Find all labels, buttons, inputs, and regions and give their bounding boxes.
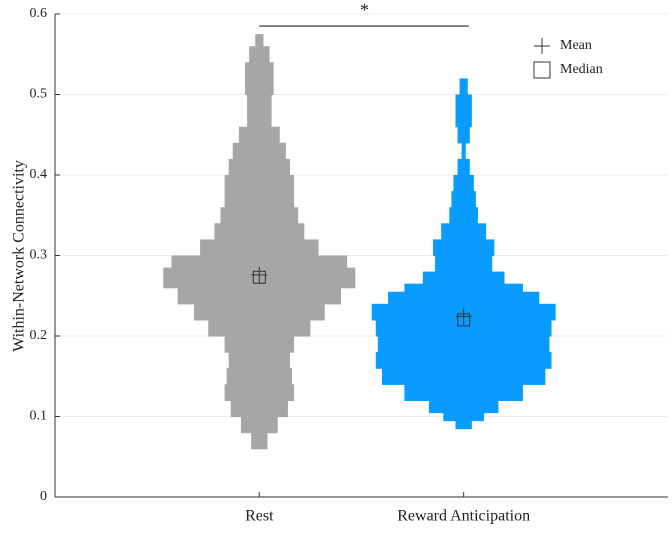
y-tick-label: 0.5	[30, 87, 48, 102]
violin-slice	[251, 432, 268, 450]
y-tick-label: 0.1	[30, 409, 48, 424]
violin-slice	[245, 62, 274, 79]
violin-slice	[214, 223, 305, 240]
violin-slice	[377, 336, 550, 353]
violin-slice	[226, 368, 293, 385]
violin-slice	[441, 223, 487, 240]
y-axis-label: Within-Network Connectivity	[11, 160, 28, 352]
violin-slice	[232, 142, 286, 160]
violin-slice	[200, 239, 319, 257]
violin-slice	[177, 287, 342, 305]
legend-median-symbol	[533, 61, 551, 79]
y-tick-label: 0	[40, 489, 47, 504]
violin-slice	[455, 420, 472, 430]
violin-slice	[435, 255, 493, 273]
violin-slice	[455, 94, 472, 112]
violin-slice	[459, 78, 468, 96]
violin-slice	[461, 142, 466, 160]
violin-slice	[404, 283, 523, 293]
violin-slice	[245, 78, 274, 96]
legend-mean-symbol	[534, 38, 550, 54]
x-tick-label: Rest	[245, 508, 274, 525]
violin-slice	[404, 384, 523, 401]
legend-label: Mean	[560, 38, 592, 53]
violin-slice	[455, 110, 472, 128]
violin-slice	[230, 400, 288, 418]
violin-slice	[422, 271, 505, 285]
violin-slice	[224, 336, 295, 353]
violin-slice	[193, 303, 325, 321]
violin-slice	[255, 34, 264, 47]
violin-slice	[453, 175, 474, 192]
significance-label: *	[360, 0, 369, 20]
y-tick-label: 0.4	[30, 167, 48, 182]
mean-marker	[455, 308, 472, 325]
violin-slice	[228, 158, 290, 176]
violin-slice	[375, 352, 552, 369]
violin-slice	[375, 319, 552, 337]
y-tick-label: 0.6	[30, 6, 48, 21]
violin-slice	[249, 46, 270, 63]
violin-slice	[433, 239, 495, 257]
legend-label: Median	[560, 62, 603, 77]
violin-slice	[449, 207, 478, 224]
x-tick-label: Reward Anticipation	[397, 508, 530, 525]
violin-slice	[224, 191, 295, 208]
violin-slice	[171, 255, 348, 269]
violin-slice	[388, 291, 540, 305]
violin-slice	[238, 126, 280, 144]
violin-slice	[208, 319, 311, 337]
violin-slice	[220, 207, 299, 224]
median-marker	[457, 313, 471, 327]
violin-slice	[428, 400, 499, 414]
y-tick-label: 0.3	[30, 248, 48, 263]
violin-slice	[457, 126, 470, 144]
median-marker	[252, 270, 266, 284]
violin-slice	[224, 384, 295, 401]
violin-slice	[381, 368, 546, 385]
violin-slice	[247, 110, 272, 128]
violin-slice	[457, 158, 470, 176]
violin-slice	[443, 412, 485, 422]
y-tick-label: 0.2	[30, 328, 48, 343]
violin-slice	[451, 191, 476, 208]
violin-slice	[228, 352, 290, 369]
violin-slice	[224, 175, 295, 192]
violin-slice	[247, 94, 272, 112]
mean-marker	[251, 266, 268, 283]
violin-slice	[240, 416, 278, 434]
